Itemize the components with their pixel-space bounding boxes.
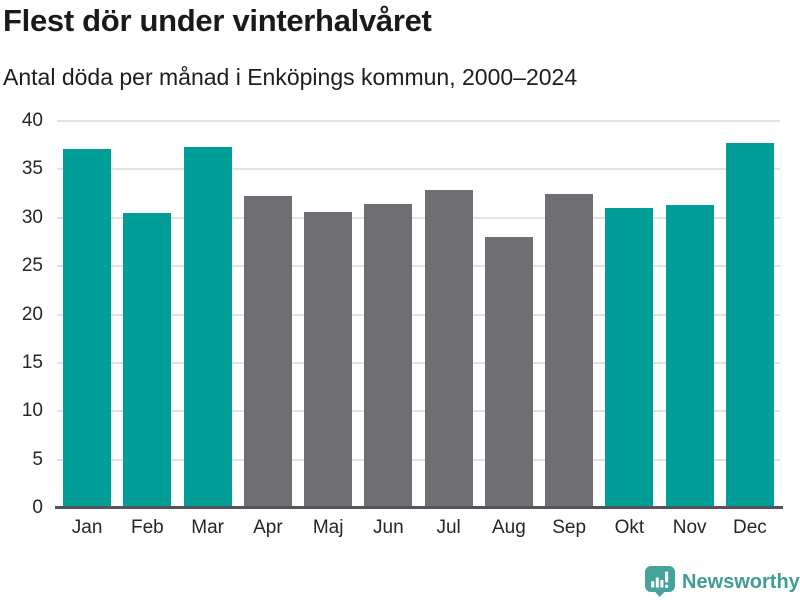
y-tick-label-25: 25: [21, 255, 43, 277]
x-tick-label-okt: Okt: [614, 517, 645, 538]
gridline-y-15: [57, 361, 780, 364]
x-tick-label-aug: Aug: [491, 517, 526, 538]
gridline-y-35: [57, 168, 780, 171]
bar-feb: [123, 212, 172, 508]
y-tick-label-30: 30: [21, 206, 43, 228]
bar-mar: [183, 147, 232, 508]
bar-apr: [243, 196, 292, 508]
gridline-y-5: [57, 458, 780, 461]
x-tick-label-maj: Maj: [312, 517, 344, 538]
x-tick-label-nov: Nov: [672, 517, 707, 538]
bar-nov: [665, 205, 714, 508]
x-tick-label-jan: Jan: [71, 517, 103, 538]
x-tick-label-jun: Jun: [373, 517, 404, 538]
chart-title: Flest dör under vinterhalvåret: [3, 3, 432, 38]
gridline-y-25: [57, 265, 780, 268]
gridline-y-20: [57, 313, 780, 316]
gridline-y-30: [57, 216, 780, 219]
x-axis-line: [55, 506, 783, 509]
bar-maj: [304, 211, 353, 508]
bar-aug: [484, 237, 533, 508]
y-tick-label-40: 40: [21, 110, 43, 131]
y-tick-label-35: 35: [21, 158, 43, 180]
newsworthy-logo-icon: [645, 566, 675, 597]
y-tick-label-5: 5: [32, 448, 43, 470]
x-tick-label-sep: Sep: [552, 517, 587, 538]
gridline-y-10: [57, 410, 780, 413]
x-tick-label-jul: Jul: [436, 517, 461, 538]
x-tick-label-apr: Apr: [253, 517, 283, 538]
bar-jan: [63, 149, 112, 508]
y-tick-label-15: 15: [21, 351, 43, 373]
bar-jun: [364, 204, 413, 508]
y-tick-label-0: 0: [32, 497, 43, 518]
brand-name: Newsworthy: [682, 570, 800, 593]
bar-dec: [725, 143, 774, 508]
y-axis-labels: 0 5 10 15 20 25 30 35 40: [0, 110, 48, 518]
bar-sep: [545, 193, 594, 508]
bar-okt: [605, 208, 654, 508]
bar-jul: [424, 189, 473, 508]
x-axis-labels: Jan Feb Mar Apr Maj Jun Jul Aug Sep Okt Nov Dec: [57, 515, 780, 541]
x-tick-label-dec: Dec: [732, 517, 767, 538]
x-tick-label-feb: Feb: [131, 517, 164, 538]
chart-subtitle: Antal döda per månad i Enköpings kommun,…: [3, 64, 578, 90]
x-tick-label-mar: Mar: [191, 517, 224, 538]
gridline-y-40: [57, 120, 780, 122]
y-tick-label-20: 20: [21, 303, 43, 325]
brand-footer: Newsworthy: [645, 566, 800, 597]
y-tick-label-10: 10: [21, 400, 43, 422]
bar-chart-plot-area: [55, 120, 783, 509]
